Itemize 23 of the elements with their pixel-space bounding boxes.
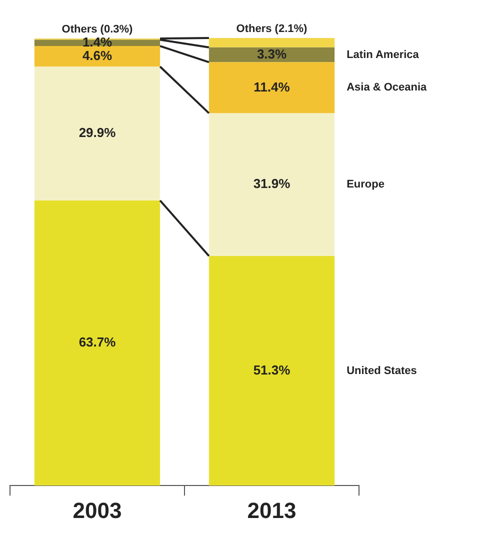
series-label: United States bbox=[346, 364, 417, 377]
bar bbox=[208, 113, 335, 256]
bar bbox=[34, 46, 160, 67]
x-tick-label: 2013 bbox=[247, 498, 296, 523]
bar bbox=[208, 38, 335, 48]
data-label: Others (0.3%) bbox=[62, 23, 134, 36]
data-label: 11.4% bbox=[254, 79, 290, 94]
series-label: Asia & Oceania bbox=[346, 82, 428, 94]
bar bbox=[208, 47, 335, 62]
bar bbox=[34, 200, 160, 486]
data-label: 3.3% bbox=[256, 46, 287, 62]
data-label: 31.9% bbox=[253, 176, 291, 192]
bar bbox=[34, 66, 160, 200]
x-tick-label: 2003 bbox=[72, 498, 122, 523]
series-label: Latin America bbox=[346, 48, 420, 61]
data-label: 63.7% bbox=[78, 334, 116, 350]
bar bbox=[208, 62, 335, 114]
data-label: Others (2.1%) bbox=[236, 23, 308, 36]
bar bbox=[208, 256, 335, 486]
series-label: Europe bbox=[346, 178, 384, 191]
data-label: 4.6% bbox=[82, 48, 112, 63]
data-label: 29.9% bbox=[78, 125, 116, 140]
data-label: 51.3% bbox=[253, 362, 291, 378]
